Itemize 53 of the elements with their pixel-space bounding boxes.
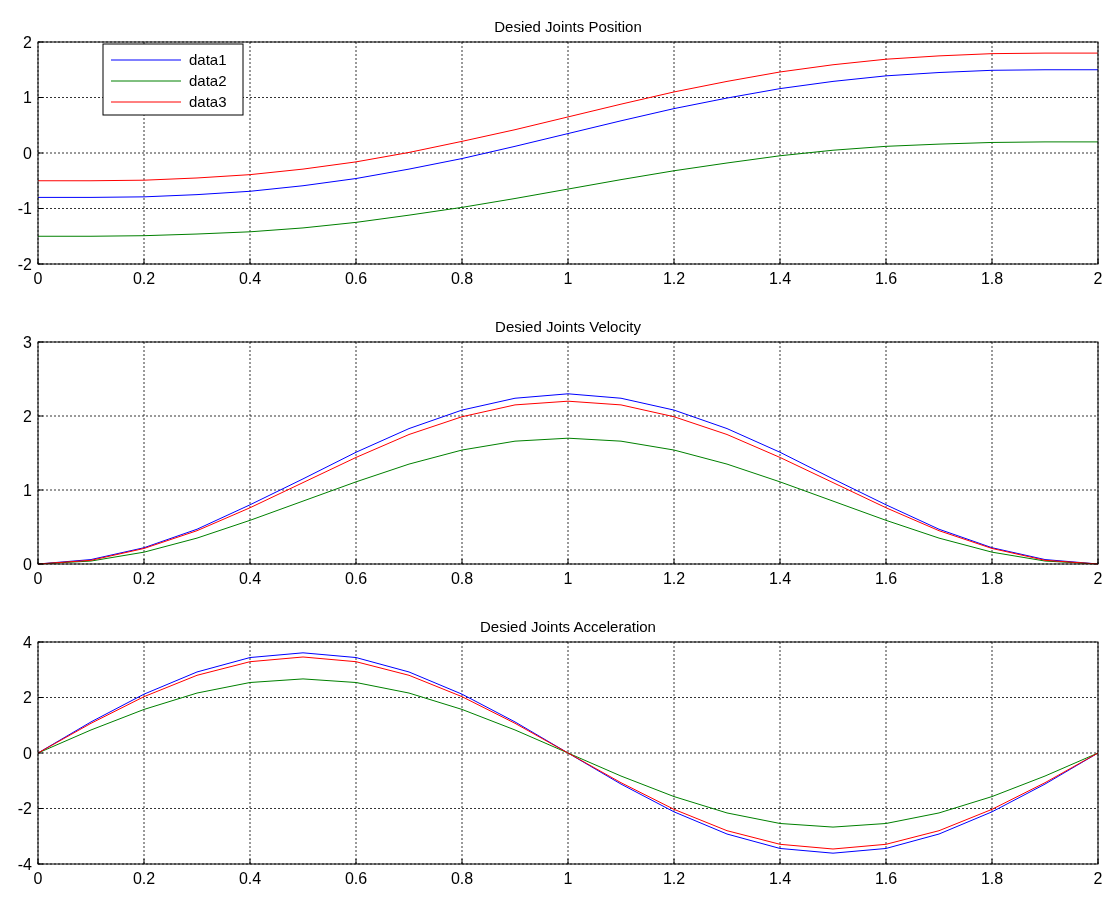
y-tick-label: 2: [23, 33, 33, 51]
x-tick-label: 1: [563, 870, 573, 887]
chart-title: Desied Joints Acceleration: [480, 618, 656, 635]
y-tick-label: 1: [23, 89, 33, 107]
x-tick-label: 0.2: [132, 870, 156, 887]
x-tick-label: 0.2: [132, 570, 156, 587]
x-tick-label: 0.4: [238, 270, 262, 287]
x-tick-label: 0.8: [450, 570, 474, 587]
y-tick-label: -4: [17, 855, 33, 873]
x-tick-label: 1.6: [874, 870, 898, 887]
y-tick-label: 3: [23, 333, 33, 351]
x-tick-label: 0.6: [344, 870, 368, 887]
y-tick-label: -2: [17, 255, 33, 273]
legend-label: data1: [189, 51, 227, 69]
x-tick-label: 1.2: [662, 570, 686, 587]
y-tick-label: -2: [17, 800, 33, 818]
x-tick-label: 2: [1093, 270, 1103, 287]
chart-title: Desied Joints Position: [494, 18, 642, 35]
y-tick-label: 0: [23, 144, 33, 162]
x-tick-label: 0.4: [238, 570, 262, 587]
chart-title: Desied Joints Velocity: [495, 318, 642, 335]
y-tick-label: 2: [23, 407, 33, 425]
line-series: [37, 69, 1099, 198]
x-tick-label: 0.2: [132, 270, 156, 287]
y-tick-label: 0: [23, 744, 33, 762]
x-tick-label: 2: [1093, 570, 1103, 587]
x-tick-label: 1.4: [768, 870, 792, 887]
x-tick-label: 0.8: [450, 870, 474, 887]
x-tick-label: 1.2: [662, 270, 686, 287]
x-tick-label: 1.8: [980, 270, 1004, 287]
y-tick-label: 1: [23, 481, 33, 499]
x-tick-label: 1.6: [874, 570, 898, 587]
x-tick-label: 0.6: [344, 270, 368, 287]
y-tick-label: 0: [23, 555, 33, 573]
x-tick-label: 1.6: [874, 270, 898, 287]
x-tick-label: 1.8: [980, 870, 1004, 887]
x-tick-label: 0.6: [344, 570, 368, 587]
y-tick-label: 4: [23, 633, 33, 651]
x-tick-label: 1.4: [768, 570, 792, 587]
x-tick-label: 1: [563, 570, 573, 587]
legend-label: data2: [189, 72, 227, 90]
line-series: [37, 141, 1099, 237]
x-tick-label: 1.8: [980, 570, 1004, 587]
y-tick-label: 2: [23, 689, 33, 707]
line-series: [37, 52, 1099, 182]
x-tick-label: 1.4: [768, 270, 792, 287]
x-tick-label: 1.2: [662, 870, 686, 887]
x-tick-label: 1: [563, 270, 573, 287]
x-tick-label: 2: [1093, 870, 1103, 887]
x-tick-label: 0.8: [450, 270, 474, 287]
x-tick-label: 0.4: [238, 870, 262, 887]
y-tick-label: -1: [17, 200, 33, 218]
legend-label: data3: [189, 93, 227, 111]
